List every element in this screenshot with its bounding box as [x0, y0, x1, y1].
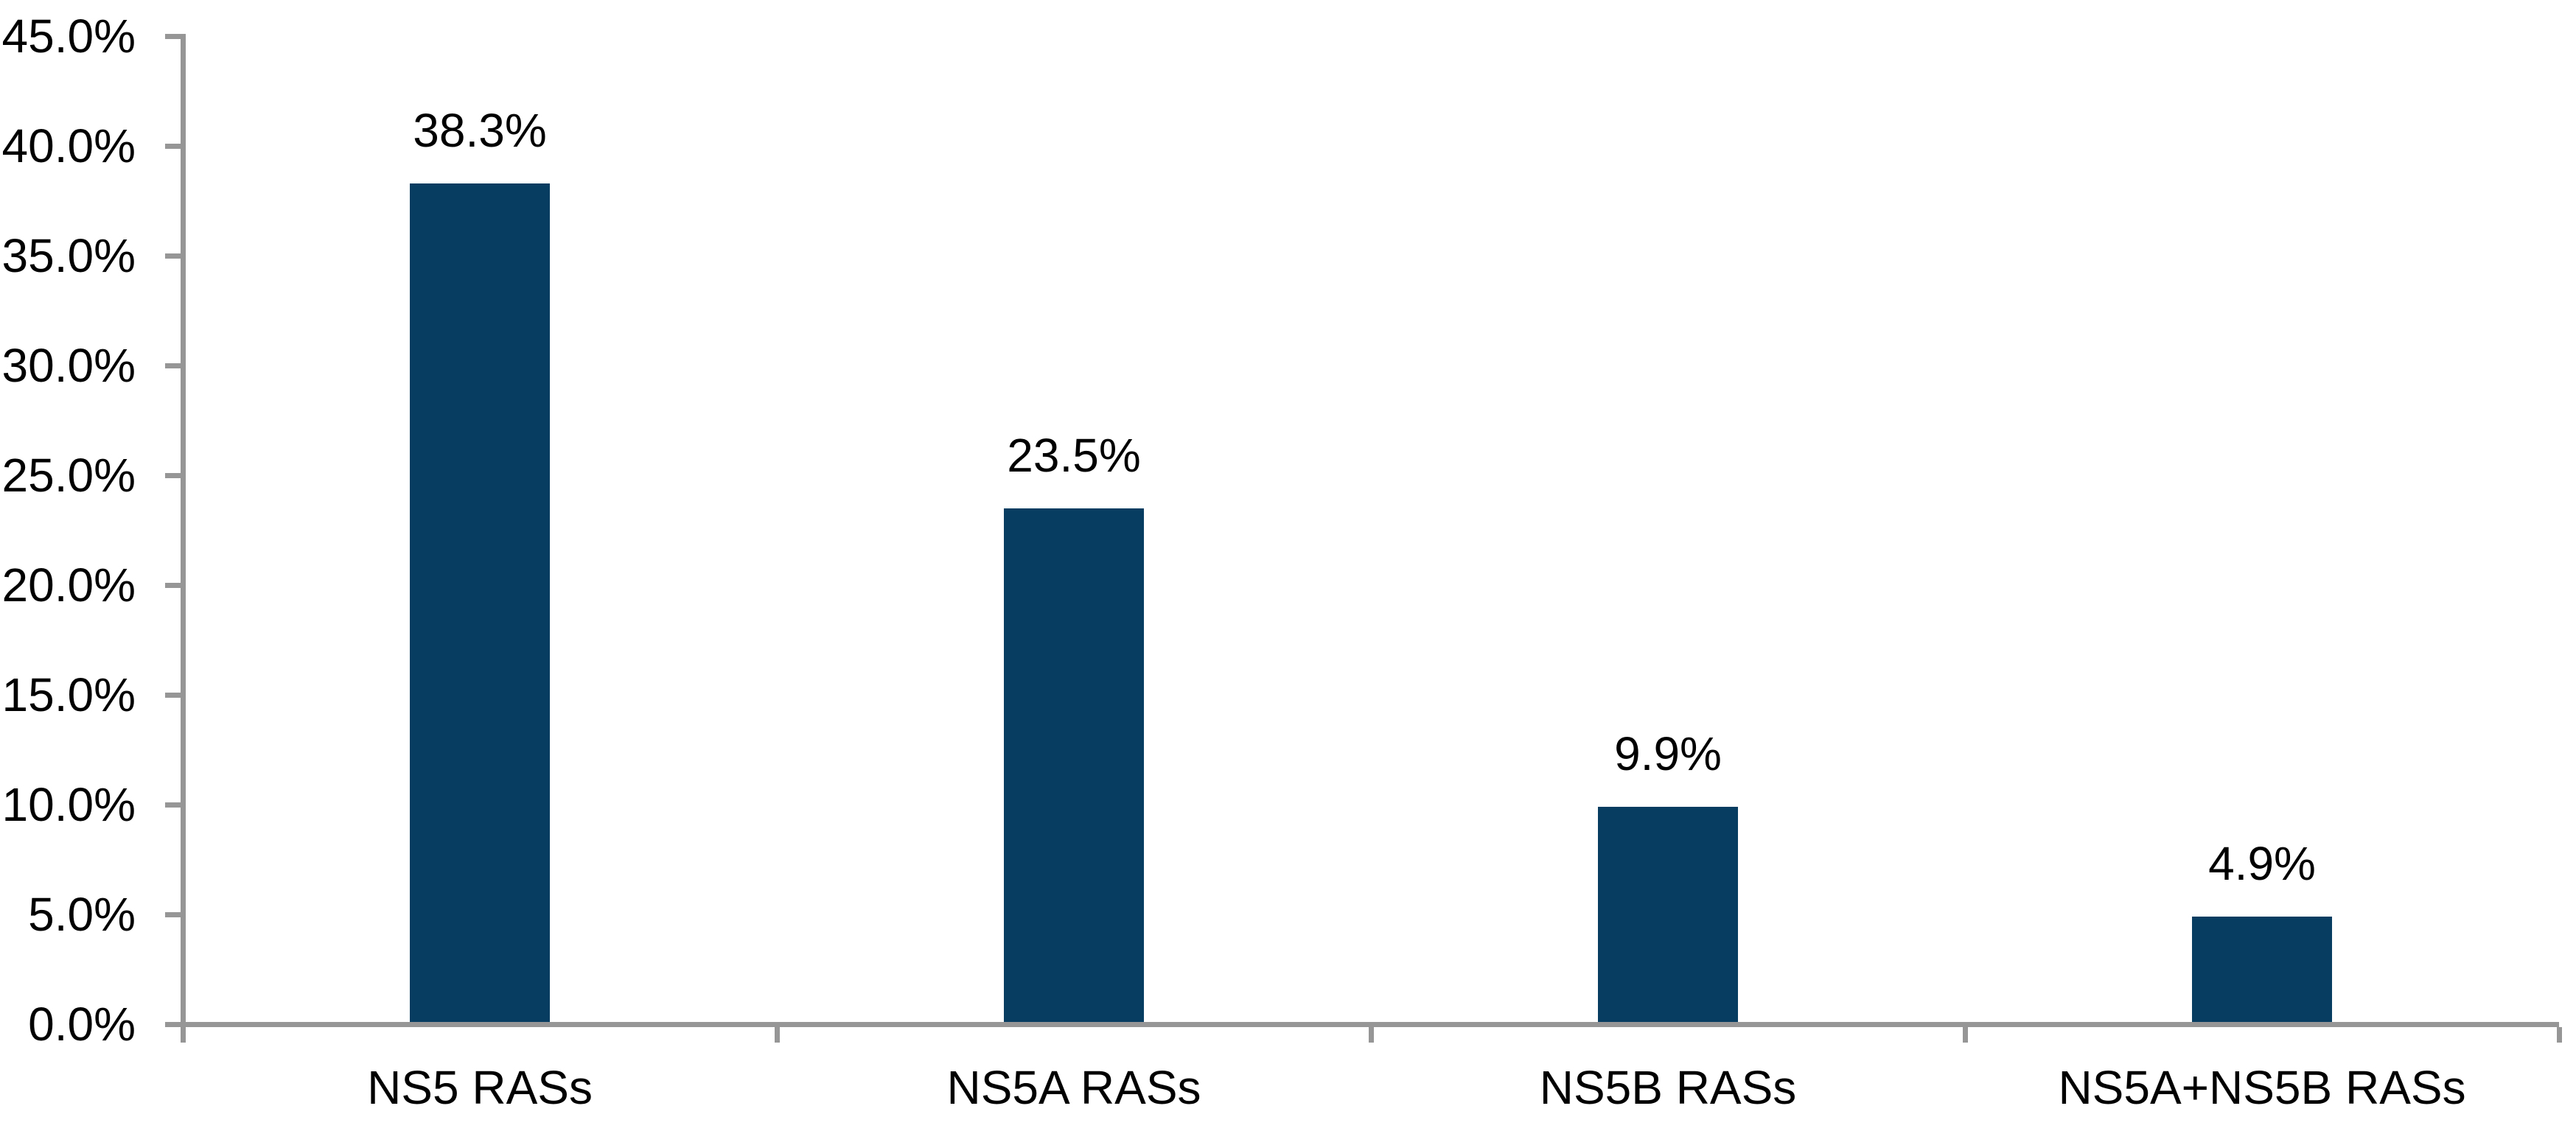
x-axis-line [180, 1021, 2559, 1027]
y-axis-tick-mark [164, 911, 186, 917]
bar-NS5B RASs [1598, 806, 1738, 1025]
y-axis-tick-label: 10.0% [1, 778, 136, 831]
y-axis-tick-mark [164, 33, 186, 39]
x-axis-category-label: NS5 RASs [367, 1061, 593, 1114]
y-axis-tick-label: 5.0% [28, 888, 136, 941]
y-axis-tick-label: 15.0% [1, 668, 136, 721]
y-axis-tick-mark [164, 143, 186, 149]
y-axis-tick-label: 40.0% [1, 119, 136, 172]
y-axis-tick-label: 25.0% [1, 449, 136, 502]
x-axis-category-label: NS5B RASs [1539, 1061, 1797, 1114]
bar-NS5A RASs [1004, 508, 1144, 1025]
bar-NS5 RASs [410, 183, 550, 1025]
x-axis-tick-mark [1368, 1026, 1374, 1043]
y-axis-tick-mark [164, 582, 186, 588]
y-axis-tick-mark [164, 692, 186, 698]
y-axis-tick-label: 0.0% [28, 998, 136, 1051]
x-axis-tick-mark [774, 1026, 780, 1043]
y-axis-tick-label: 35.0% [1, 229, 136, 282]
x-axis-category-label: NS5A+NS5B RASs [2058, 1061, 2466, 1114]
y-axis-line [180, 34, 186, 1043]
y-axis-tick-label: 20.0% [1, 559, 136, 612]
bar-value-label: 4.9% [2208, 836, 2316, 890]
y-axis-tick-mark [164, 472, 186, 478]
x-axis-category-label: NS5A RASs [946, 1061, 1201, 1114]
bar-value-label: 9.9% [1614, 726, 1722, 780]
y-axis-tick-mark [164, 253, 186, 259]
y-axis-tick-label: 30.0% [1, 339, 136, 392]
y-axis-tick-mark [164, 802, 186, 808]
bar-NS5A+NS5B RASs [2192, 916, 2332, 1025]
x-axis-tick-mark [1962, 1026, 1968, 1043]
x-axis-tick-mark [2556, 1026, 2562, 1043]
y-axis-tick-mark [164, 1021, 186, 1027]
x-axis-tick-mark [180, 1026, 186, 1043]
y-axis-tick-mark [164, 363, 186, 368]
bar-value-label: 38.3% [413, 103, 547, 157]
y-axis-tick-label: 45.0% [1, 10, 136, 63]
bar-value-label: 23.5% [1007, 428, 1141, 482]
